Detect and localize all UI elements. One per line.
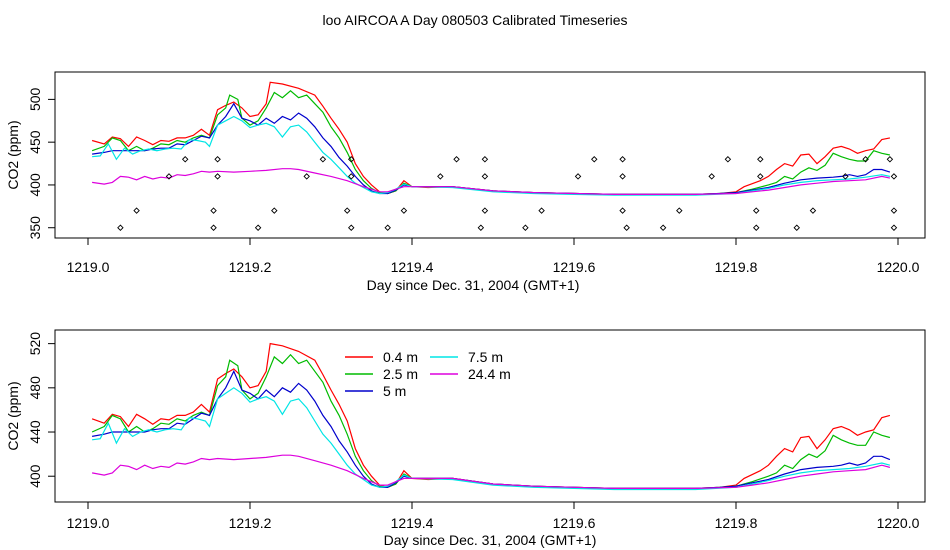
data-marker bbox=[210, 207, 217, 214]
data-marker bbox=[181, 156, 189, 163]
x-tick-label: 1219.8 bbox=[715, 515, 758, 531]
data-marker bbox=[481, 173, 489, 180]
legend-label: 24.4 m bbox=[468, 366, 511, 382]
data-marker bbox=[753, 207, 760, 214]
legend: 0.4 m2.5 m5 m 7.5 m24.4 m bbox=[345, 349, 511, 399]
x-axis-label-bottom: Day since Dec. 31, 2004 (GMT+1) bbox=[384, 532, 597, 548]
panel-top: Day since Dec. 31, 2004 (GMT+1) CO2 (ppm… bbox=[5, 71, 926, 293]
panel-bottom: Day since Dec. 31, 2004 (GMT+1) CO2 (ppm… bbox=[5, 329, 926, 548]
legend-label: 2.5 m bbox=[383, 366, 418, 382]
data-marker bbox=[165, 173, 173, 180]
legend-label: 5 m bbox=[383, 383, 406, 399]
data-marker bbox=[522, 224, 529, 231]
data-marker bbox=[214, 156, 221, 163]
data-marker bbox=[591, 156, 598, 163]
x-tick-label: 1219.6 bbox=[553, 515, 596, 531]
x-tick-label: 1220.0 bbox=[877, 515, 920, 531]
data-marker bbox=[477, 224, 485, 231]
plot-frame-top bbox=[54, 71, 926, 239]
series-line-0 bbox=[91, 342, 891, 489]
data-marker bbox=[708, 173, 715, 180]
data-marker bbox=[437, 173, 444, 180]
y-tick-label: 350 bbox=[27, 216, 43, 240]
x-tick-label: 1219.2 bbox=[229, 259, 272, 275]
data-marker bbox=[453, 156, 460, 163]
series-line-4 bbox=[92, 168, 891, 195]
y-axis-label-top: CO2 (ppm) bbox=[5, 120, 21, 189]
data-marker bbox=[574, 173, 582, 180]
data-marker bbox=[659, 224, 667, 231]
x-tick-label: 1219.4 bbox=[391, 259, 434, 275]
figure-title: loo AIRCOA A Day 080503 Calibrated Times… bbox=[322, 12, 627, 28]
legend-label: 0.4 m bbox=[383, 349, 418, 365]
x-axis-label-top: Day since Dec. 31, 2004 (GMT+1) bbox=[367, 277, 580, 293]
series-line-2 bbox=[91, 369, 891, 489]
data-marker bbox=[214, 173, 221, 180]
data-marker bbox=[757, 156, 764, 163]
y-tick-label: 450 bbox=[27, 130, 43, 154]
data-marker bbox=[384, 224, 391, 231]
x-tick-label: 1219.2 bbox=[229, 515, 272, 531]
data-marker bbox=[809, 207, 817, 214]
data-marker bbox=[724, 156, 732, 163]
data-marker bbox=[117, 224, 124, 231]
data-marker bbox=[862, 156, 869, 163]
y-axis-label-bottom: CO2 (ppm) bbox=[5, 381, 21, 450]
data-marker bbox=[619, 207, 626, 214]
y-tick-label: 400 bbox=[27, 173, 43, 197]
series-line-1 bbox=[91, 353, 891, 489]
data-marker bbox=[254, 224, 262, 231]
data-marker bbox=[538, 207, 545, 214]
series-line-2 bbox=[92, 102, 891, 195]
x-tick-label: 1219.0 bbox=[67, 259, 110, 275]
data-marker bbox=[133, 207, 140, 214]
data-marker bbox=[303, 173, 310, 180]
data-marker bbox=[753, 224, 760, 231]
y-tick-label: 500 bbox=[27, 87, 43, 111]
data-marker bbox=[886, 156, 894, 163]
x-tick-label: 1219.8 bbox=[715, 259, 758, 275]
x-tick-label: 1220.0 bbox=[877, 259, 920, 275]
y-tick-label: 440 bbox=[27, 420, 43, 444]
data-marker bbox=[842, 173, 849, 180]
data-marker bbox=[619, 156, 626, 163]
series-line-1 bbox=[91, 90, 891, 195]
data-marker bbox=[271, 207, 278, 214]
data-marker bbox=[890, 207, 898, 214]
y-tick-label: 400 bbox=[27, 464, 43, 488]
legend-label: 7.5 m bbox=[468, 349, 503, 365]
data-marker bbox=[890, 173, 898, 180]
y-tick-label: 520 bbox=[27, 332, 43, 356]
data-marker bbox=[319, 156, 327, 163]
series-line-0 bbox=[91, 81, 891, 195]
data-marker bbox=[619, 173, 626, 180]
x-tick-label: 1219.6 bbox=[553, 259, 596, 275]
data-marker bbox=[348, 156, 355, 163]
data-marker bbox=[623, 224, 630, 231]
data-marker bbox=[481, 156, 489, 163]
data-marker bbox=[400, 207, 408, 214]
series-line-4 bbox=[91, 454, 891, 489]
x-tick-label: 1219.4 bbox=[391, 515, 434, 531]
y-tick-label: 480 bbox=[27, 376, 43, 400]
data-marker bbox=[757, 173, 764, 180]
x-tick-label: 1219.0 bbox=[67, 515, 110, 531]
data-marker bbox=[793, 224, 800, 231]
data-marker bbox=[890, 224, 898, 231]
data-marker bbox=[348, 224, 355, 231]
data-marker bbox=[343, 207, 351, 214]
data-marker bbox=[210, 224, 217, 231]
data-marker bbox=[481, 207, 489, 214]
data-marker bbox=[348, 173, 355, 180]
data-marker bbox=[676, 207, 683, 214]
plot-frame-bottom bbox=[54, 329, 926, 503]
